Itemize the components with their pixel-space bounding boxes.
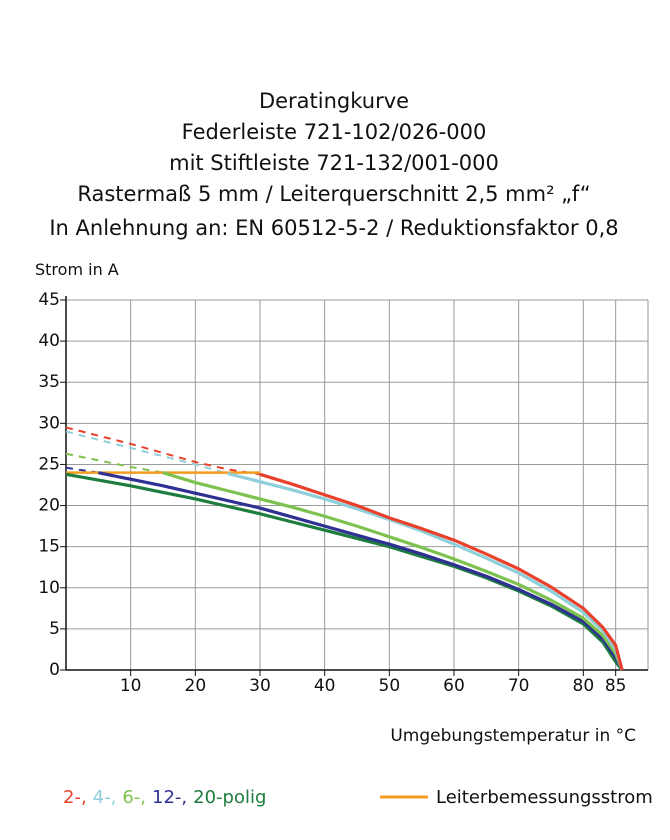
title-line: In Anlehnung an: EN 60512-5-2 / Reduktio… xyxy=(49,216,618,240)
title-line: Deratingkurve xyxy=(259,89,409,113)
x-tick-label: 30 xyxy=(249,676,271,696)
y-tick-label: 15 xyxy=(38,537,60,557)
x-tick-label: 10 xyxy=(120,676,142,696)
series-line xyxy=(227,471,624,671)
legend-entry: 12-, xyxy=(152,787,187,808)
y-tick-label: 5 xyxy=(49,619,60,639)
x-tick-label: 80 xyxy=(573,676,595,696)
y-axis-label: Strom in A xyxy=(35,260,119,279)
y-tick-label: 30 xyxy=(38,413,60,433)
series-line xyxy=(65,472,624,671)
y-tick-label: 10 xyxy=(38,578,60,598)
extrapolated-line xyxy=(65,430,228,475)
y-tick-label: 20 xyxy=(38,496,60,516)
y-tick-label: 25 xyxy=(38,454,60,474)
title: Deratingkurve Federleiste 721-102/026-00… xyxy=(49,89,618,240)
title-line: mit Stiftleiste 721-132/001-000 xyxy=(169,151,499,175)
legend-entry: 2-, xyxy=(63,787,87,808)
legend-entry: 4-, xyxy=(93,787,117,808)
x-axis-label: Umgebungstemperatur in °C xyxy=(390,726,636,746)
legend-label: Leiterbemessungsstrom xyxy=(436,787,653,808)
extrapolated-line xyxy=(65,452,164,474)
series-line xyxy=(259,472,624,671)
y-tick-label: 0 xyxy=(49,660,60,680)
y-tick-label: 40 xyxy=(38,331,60,351)
legend: 2-, 4-, 6-, 12-, 20-polig xyxy=(63,787,266,808)
title-line: Federleiste 721-102/026-000 xyxy=(182,120,487,144)
series-line xyxy=(98,471,624,671)
y-tick-label: 35 xyxy=(38,372,60,392)
legend-entry: 6-, xyxy=(122,787,146,808)
x-tick-label: 40 xyxy=(314,676,336,696)
x-tick-label: 50 xyxy=(379,676,401,696)
title-line: Rastermaß 5 mm / Leiterquerschnitt 2,5 m… xyxy=(77,182,590,206)
series-line xyxy=(162,471,624,671)
legend-entry: 20-polig xyxy=(193,787,266,808)
x-tick-label: 85 xyxy=(605,676,627,696)
x-tick-label: 60 xyxy=(443,676,465,696)
extrapolated-line xyxy=(65,426,261,476)
y-tick-label: 45 xyxy=(38,290,60,310)
x-tick-label: 70 xyxy=(508,676,530,696)
x-tick-label: 20 xyxy=(185,676,207,696)
